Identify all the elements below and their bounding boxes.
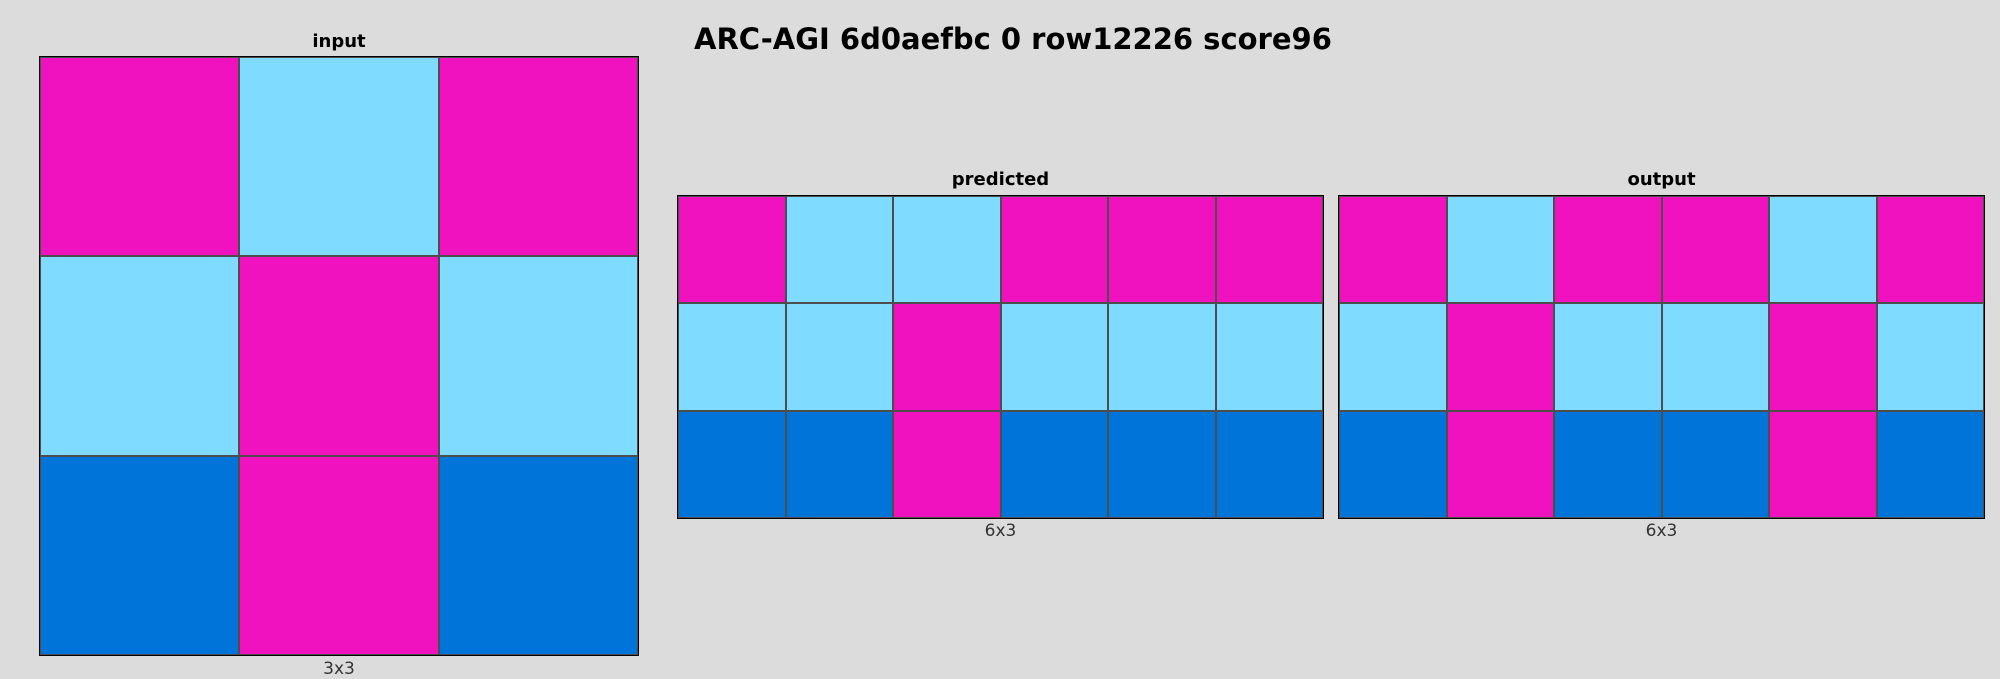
output-cell-r0-c0 bbox=[1339, 196, 1447, 304]
output-cell-r2-c0 bbox=[1339, 410, 1447, 518]
input-cell-r2-c2 bbox=[438, 455, 638, 655]
output-cell-r1-c5 bbox=[1876, 303, 1984, 411]
output-cell-r2-c4 bbox=[1769, 410, 1877, 518]
output-dims: 6x3 bbox=[1645, 521, 1678, 541]
output-cell-r0-c4 bbox=[1769, 196, 1877, 304]
predicted-cell-r0-c3 bbox=[1000, 196, 1108, 304]
predicted-cell-r1-c5 bbox=[1215, 303, 1323, 411]
predicted-cell-r2-c4 bbox=[1108, 410, 1216, 518]
output-cell-r2-c3 bbox=[1661, 410, 1769, 518]
predicted-cell-r0-c2 bbox=[893, 196, 1001, 304]
predicted-cell-r0-c0 bbox=[678, 196, 786, 304]
input-cell-r2-c0 bbox=[40, 455, 240, 655]
predicted-cell-r1-c2 bbox=[893, 303, 1001, 411]
output-grid bbox=[1338, 195, 1985, 519]
predicted-cell-r0-c1 bbox=[785, 196, 893, 304]
predicted-grid bbox=[677, 195, 1324, 519]
input-panel: input 3x3 bbox=[39, 31, 639, 679]
input-label: input bbox=[312, 31, 366, 52]
input-cell-r0-c0 bbox=[40, 57, 240, 257]
output-cell-r0-c5 bbox=[1876, 196, 1984, 304]
predicted-dims: 6x3 bbox=[984, 521, 1017, 541]
output-cell-r0-c2 bbox=[1554, 196, 1662, 304]
predicted-cell-r2-c5 bbox=[1215, 410, 1323, 518]
output-cell-r1-c4 bbox=[1769, 303, 1877, 411]
predicted-cell-r1-c3 bbox=[1000, 303, 1108, 411]
predicted-cell-r0-c4 bbox=[1108, 196, 1216, 304]
predicted-label: predicted bbox=[951, 169, 1050, 190]
input-cell-r0-c2 bbox=[438, 57, 638, 257]
predicted-panel: predicted 6x3 bbox=[677, 169, 1324, 549]
output-cell-r2-c1 bbox=[1446, 410, 1554, 518]
predicted-cell-r2-c3 bbox=[1000, 410, 1108, 518]
output-cell-r1-c0 bbox=[1339, 303, 1447, 411]
predicted-cell-r2-c2 bbox=[893, 410, 1001, 518]
output-panel: output 6x3 bbox=[1338, 169, 1985, 549]
output-cell-r1-c2 bbox=[1554, 303, 1662, 411]
predicted-cell-r1-c0 bbox=[678, 303, 786, 411]
predicted-cell-r1-c4 bbox=[1108, 303, 1216, 411]
output-cell-r2-c5 bbox=[1876, 410, 1984, 518]
input-dims: 3x3 bbox=[323, 659, 355, 679]
predicted-cell-r2-c1 bbox=[785, 410, 893, 518]
predicted-cell-r0-c5 bbox=[1215, 196, 1323, 304]
input-grid bbox=[39, 56, 639, 656]
page-title: ARC-AGI 6d0aefbc 0 row12226 score96 bbox=[694, 22, 1332, 56]
input-cell-r1-c2 bbox=[438, 256, 638, 456]
output-cell-r1-c1 bbox=[1446, 303, 1554, 411]
output-cell-r2-c2 bbox=[1554, 410, 1662, 518]
predicted-cell-r2-c0 bbox=[678, 410, 786, 518]
output-label: output bbox=[1627, 169, 1696, 190]
input-cell-r2-c1 bbox=[239, 455, 439, 655]
predicted-cell-r1-c1 bbox=[785, 303, 893, 411]
output-cell-r0-c1 bbox=[1446, 196, 1554, 304]
input-cell-r1-c0 bbox=[40, 256, 240, 456]
output-cell-r1-c3 bbox=[1661, 303, 1769, 411]
output-cell-r0-c3 bbox=[1661, 196, 1769, 304]
input-cell-r1-c1 bbox=[239, 256, 439, 456]
input-cell-r0-c1 bbox=[239, 57, 439, 257]
